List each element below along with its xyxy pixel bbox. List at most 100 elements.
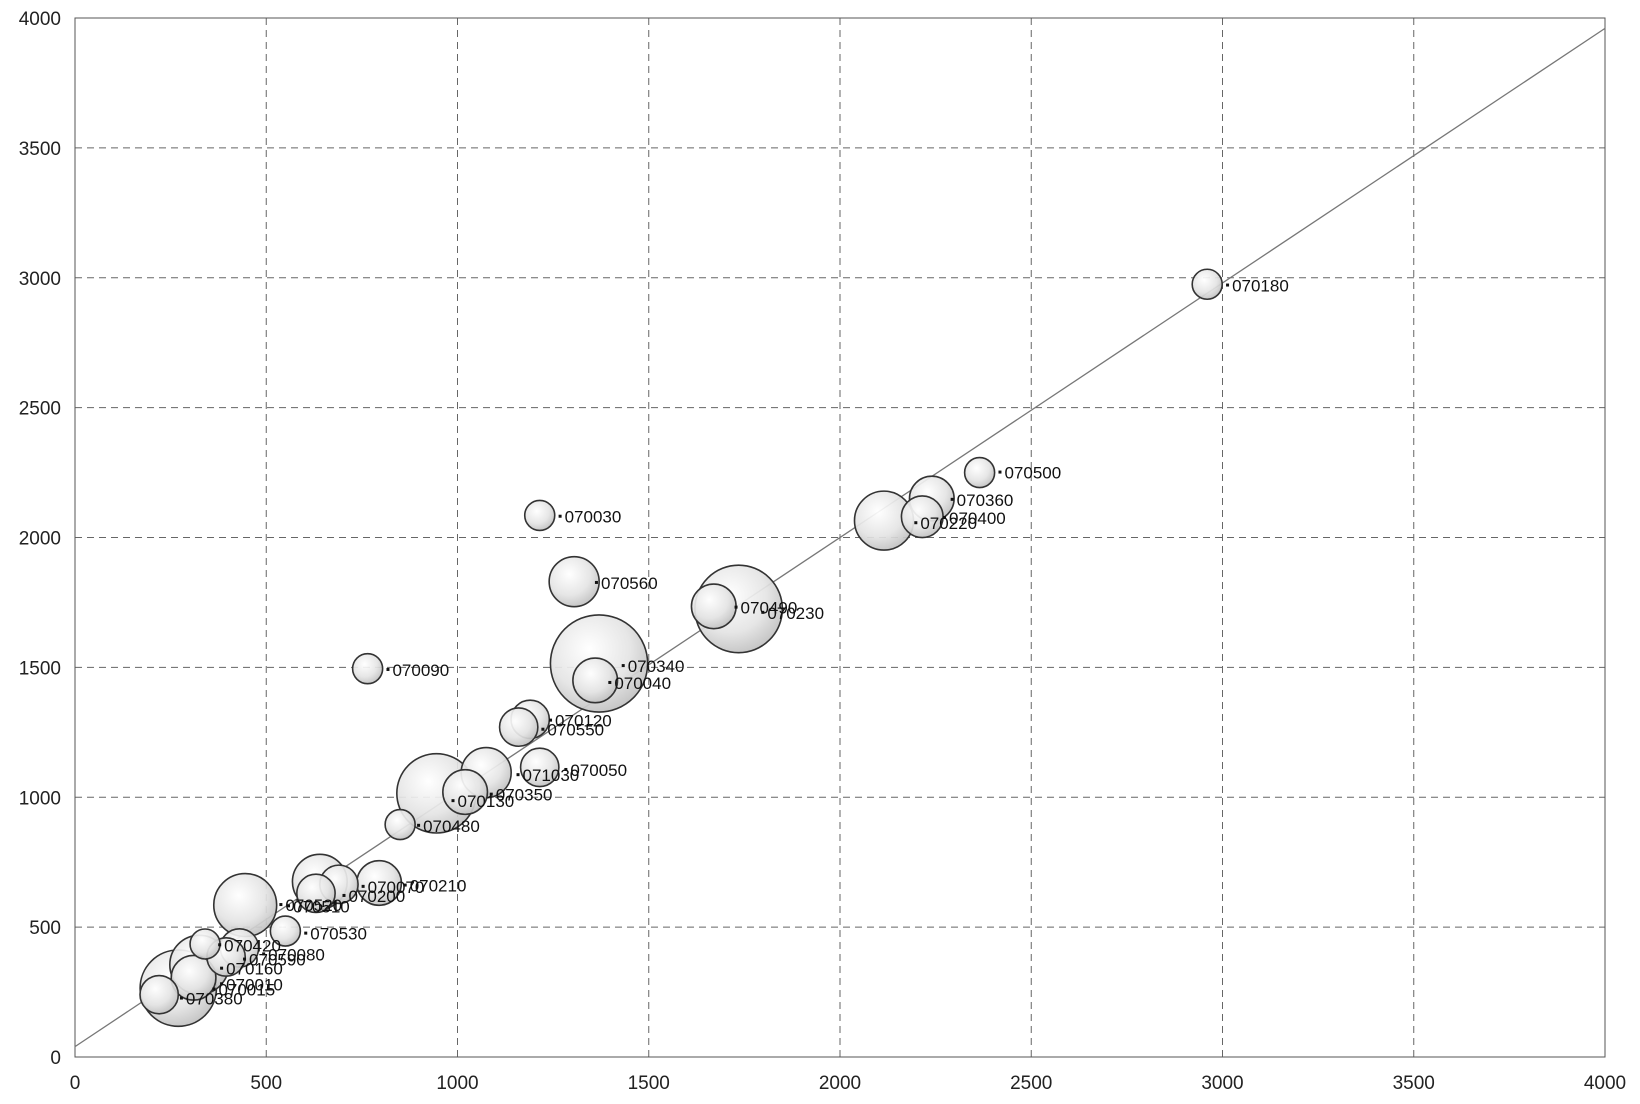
x-tick-label: 3500 bbox=[1393, 1073, 1435, 1094]
label-marker bbox=[220, 982, 224, 986]
label-marker bbox=[621, 664, 625, 668]
bubbles bbox=[139, 268, 1223, 1028]
y-tick-label: 3500 bbox=[19, 139, 61, 160]
bubble-point bbox=[1191, 268, 1223, 301]
label-marker bbox=[218, 943, 222, 947]
label-marker bbox=[516, 773, 520, 777]
bubble-point bbox=[963, 456, 996, 489]
label-marker bbox=[761, 610, 765, 614]
x-tick-label: 2000 bbox=[819, 1073, 861, 1094]
label-marker bbox=[403, 883, 407, 887]
bubble-point bbox=[519, 747, 560, 788]
label-marker bbox=[594, 580, 598, 584]
label-marker bbox=[262, 952, 266, 956]
label-marker bbox=[279, 903, 283, 907]
point-label: 070220 bbox=[920, 514, 977, 533]
point-label: 070420 bbox=[224, 936, 281, 955]
label-marker bbox=[220, 966, 224, 970]
label-marker bbox=[558, 514, 562, 518]
label-marker bbox=[734, 605, 738, 609]
point-label: 070200 bbox=[348, 887, 405, 906]
label-marker bbox=[386, 667, 390, 671]
point-label: 070015 bbox=[218, 980, 275, 999]
label-marker bbox=[950, 497, 954, 501]
point-label: 070030 bbox=[565, 508, 622, 527]
label-marker bbox=[1226, 283, 1230, 287]
x-tick-label: 1500 bbox=[628, 1073, 670, 1094]
grid bbox=[75, 18, 1605, 1057]
point-label: 070490 bbox=[741, 599, 798, 618]
bubble-point bbox=[572, 657, 619, 704]
bubble-point bbox=[384, 808, 416, 841]
point-label: 070010 bbox=[226, 975, 283, 994]
label-marker bbox=[287, 904, 291, 908]
bubble-point bbox=[139, 974, 180, 1015]
x-tick-label: 0 bbox=[70, 1073, 81, 1094]
y-tick-label: 3000 bbox=[19, 269, 61, 290]
label-marker bbox=[361, 884, 365, 888]
y-tick-label: 500 bbox=[29, 918, 61, 939]
point-label: 070530 bbox=[310, 925, 367, 944]
y-tick-label: 2000 bbox=[19, 529, 61, 550]
y-tick-label: 1000 bbox=[19, 788, 61, 809]
point-label: 070520 bbox=[285, 896, 342, 915]
label-marker bbox=[998, 470, 1002, 474]
bubble-point bbox=[296, 873, 336, 914]
point-label: 070340 bbox=[628, 657, 685, 676]
point-label: 070050 bbox=[570, 761, 627, 780]
bubble-point bbox=[498, 707, 539, 748]
bubble-point bbox=[523, 499, 556, 532]
bubble-point bbox=[351, 652, 384, 685]
x-tick-label: 3000 bbox=[1201, 1073, 1243, 1094]
point-label: 070480 bbox=[423, 817, 480, 836]
bubble-point bbox=[548, 555, 600, 608]
label-marker bbox=[489, 792, 493, 796]
bubble-point bbox=[269, 915, 302, 947]
label-marker bbox=[243, 957, 247, 961]
point-label: 070380 bbox=[186, 990, 243, 1009]
point-label: 070230 bbox=[767, 604, 824, 623]
point-label: 070180 bbox=[1232, 277, 1289, 296]
point-label: 070560 bbox=[601, 574, 658, 593]
point-label: 070550 bbox=[547, 721, 604, 740]
x-tick-label: 2500 bbox=[1010, 1073, 1052, 1094]
label-marker bbox=[179, 996, 183, 1000]
point-label: 070350 bbox=[496, 786, 553, 805]
label-marker bbox=[541, 727, 545, 731]
label-marker bbox=[417, 823, 421, 827]
plot-frame bbox=[74, 17, 1606, 1058]
x-tick-label: 1000 bbox=[436, 1073, 478, 1094]
point-label: 071030 bbox=[523, 766, 580, 785]
label-marker bbox=[304, 931, 308, 935]
axes: 0 500 1000 1500 2000 2500 3000 3500 4000 0 500 1000… bbox=[19, 9, 1626, 1094]
x-tick-label: 4000 bbox=[1584, 1073, 1626, 1094]
label-marker bbox=[943, 516, 947, 520]
y-tick-label: 1500 bbox=[19, 658, 61, 679]
bubble-point bbox=[170, 954, 217, 1001]
point-label: 070500 bbox=[1004, 464, 1061, 483]
point-label: 070080 bbox=[268, 945, 325, 964]
point-label: 070040 bbox=[614, 674, 671, 693]
label-marker bbox=[451, 799, 455, 803]
y-tick-label: 4000 bbox=[19, 9, 61, 30]
point-label: 070400 bbox=[949, 509, 1006, 528]
point-label: 070070 bbox=[368, 878, 425, 897]
label-marker bbox=[212, 987, 216, 991]
x-tick-label: 500 bbox=[250, 1073, 282, 1094]
y-tick-label: 0 bbox=[50, 1048, 61, 1069]
bubble-point bbox=[442, 768, 489, 816]
bubble-point bbox=[212, 872, 278, 938]
label-marker bbox=[342, 893, 346, 897]
label-marker bbox=[608, 680, 612, 684]
point-label: 070120 bbox=[555, 712, 612, 731]
point-label: 070590 bbox=[249, 951, 306, 970]
label-marker bbox=[914, 521, 918, 525]
point-label: 070510 bbox=[293, 897, 350, 916]
point-label: 070090 bbox=[392, 661, 449, 680]
bubble-point bbox=[189, 928, 221, 960]
point-label: 070360 bbox=[957, 491, 1014, 510]
point-label: 070130 bbox=[458, 792, 515, 811]
